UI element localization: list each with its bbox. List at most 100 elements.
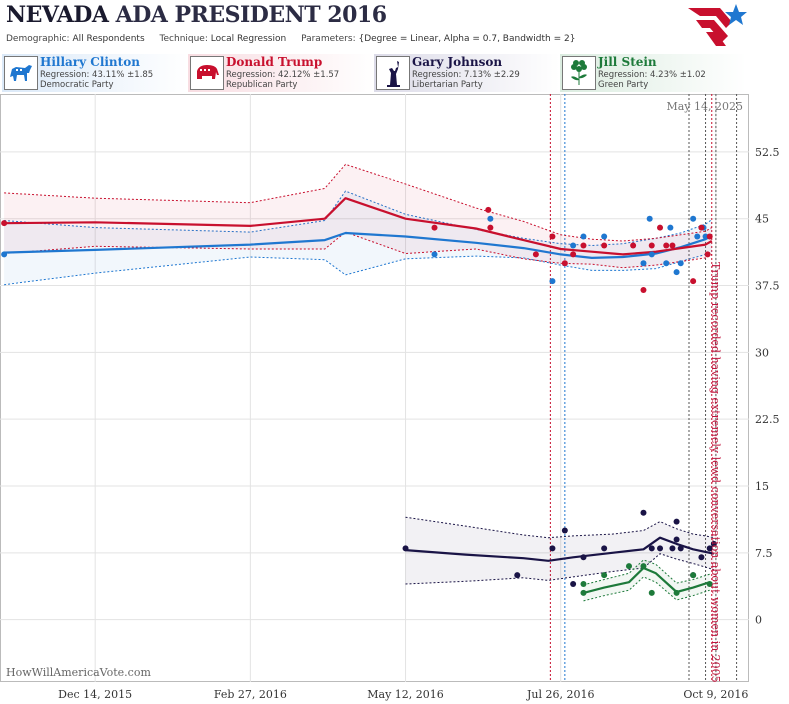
poll-point: [570, 251, 577, 258]
candidate-regression: Regression: 42.12% ±1.57: [226, 70, 340, 80]
parameters-label: Parameters:: [301, 34, 356, 44]
poll-point: [532, 251, 539, 258]
candidate-card-trump: Donald Trump Regression: 42.12% ±1.57 Re…: [188, 54, 374, 92]
poll-point: [580, 554, 587, 561]
poll-point: [487, 224, 494, 231]
candidate-name: Hillary Clinton: [40, 55, 140, 69]
poll-point: [646, 215, 653, 222]
site-logo-icon: [688, 4, 747, 46]
title-rest: ADA PRESIDENT 2016: [115, 2, 387, 28]
poll-point: [673, 269, 680, 276]
candidate-name: Jill Stein: [598, 55, 657, 69]
x-tick-label: Dec 14, 2015: [58, 688, 132, 701]
candidate-card-stein: Jill Stein Regression: 4.23% ±1.02 Green…: [560, 54, 746, 92]
poll-point: [657, 224, 664, 231]
candidate-regression: Regression: 43.11% ±1.85: [40, 70, 154, 80]
x-tick-label: Feb 27, 2016: [214, 688, 287, 701]
poll-point: [601, 572, 608, 579]
poll-point: [580, 581, 587, 587]
candidate-party: Green Party: [598, 80, 649, 90]
poll-point: [706, 581, 713, 587]
poll-point: [1, 251, 8, 258]
parameters-value: {Degree = Linear, Alpha = 0.7, Bandwidth…: [358, 34, 576, 44]
poll-point: [640, 563, 647, 570]
y-tick-label: 0: [755, 614, 762, 627]
elephant-icon: [190, 56, 224, 90]
candidate-card-johnson: Gary Johnson Regression: 7.13% ±2.29 Lib…: [374, 54, 560, 92]
trend-line: [4, 197, 713, 256]
y-tick-label: 37.5: [755, 280, 780, 293]
y-tick-label: 15: [755, 480, 769, 493]
lower-bound-line: [4, 231, 713, 269]
demographic-value: All Respondents: [72, 34, 145, 44]
poll-point: [549, 278, 556, 285]
upper-bound-line: [405, 516, 714, 539]
poll-point: [698, 554, 705, 561]
poll-point: [648, 251, 655, 258]
poll-point: [706, 545, 713, 552]
poll-point: [663, 260, 670, 267]
poll-point: [601, 545, 608, 552]
upper-bound-line: [4, 163, 713, 242]
poll-point: [648, 242, 655, 249]
poll-point: [690, 572, 697, 579]
poll-point: [663, 242, 670, 249]
lower-bound-line: [405, 553, 714, 585]
poll-point: [580, 233, 587, 240]
y-tick-label: 52.5: [755, 146, 780, 159]
trend-line: [405, 536, 715, 562]
poll-point: [648, 589, 655, 596]
y-tick-label: 7.5: [755, 547, 773, 560]
poll-point: [690, 215, 697, 222]
candidate-name: Gary Johnson: [412, 55, 503, 69]
upper-bound-line: [583, 559, 710, 586]
candidate-name: Donald Trump: [226, 55, 323, 69]
statue-of-liberty-icon: [376, 56, 410, 90]
candidate-party: Democratic Party: [40, 80, 114, 90]
poll-point: [640, 260, 647, 267]
poll-point: [570, 581, 577, 587]
demographic-label: Demographic:: [6, 34, 70, 44]
donkey-icon: [4, 56, 38, 90]
poll-point: [601, 242, 608, 249]
upper-bound-line: [4, 190, 713, 247]
poll-point: [648, 545, 655, 552]
poll-point: [673, 518, 680, 525]
candidate-card-clinton: Hillary Clinton Regression: 43.11% ±1.85…: [2, 54, 188, 92]
title-state: NEVADA: [6, 2, 109, 28]
poll-point: [431, 224, 438, 231]
poll-point: [580, 589, 587, 596]
page-title: NEVADA ADA PRESIDENT 2016: [6, 2, 387, 28]
poll-point: [706, 233, 713, 240]
poll-point: [549, 545, 556, 552]
candidate-party: Republican Party: [226, 80, 298, 90]
lower-bound-line: [4, 251, 712, 286]
poll-point: [561, 260, 568, 267]
confidence-band: [405, 517, 714, 584]
poll-point: [669, 242, 676, 249]
event-annotation: Trump recorded having extremely lewd con…: [709, 262, 722, 683]
x-tick-label: May 12, 2016: [367, 688, 444, 701]
poll-point: [580, 242, 587, 249]
x-tick-label: Oct 9, 2016: [683, 688, 748, 701]
poll-point: [431, 251, 438, 258]
poll-point: [677, 260, 684, 267]
candidate-party: Libertarian Party: [412, 80, 483, 90]
poll-point: [667, 224, 674, 231]
poll-point: [549, 233, 556, 240]
poll-point: [485, 206, 492, 213]
poll-point: [570, 242, 577, 249]
watermark: HowWillAmericaVote.com: [6, 666, 151, 679]
poll-point: [601, 233, 608, 240]
candidate-regression: Regression: 4.23% ±1.02: [598, 70, 706, 80]
poll-point: [677, 545, 684, 552]
poll-point: [657, 545, 664, 552]
flower-icon: [562, 56, 596, 90]
poll-point: [669, 545, 676, 552]
poll-point: [402, 545, 409, 552]
lower-bound-line: [583, 576, 710, 602]
poll-point: [702, 233, 709, 240]
poll-point: [487, 215, 494, 222]
poll-point: [694, 233, 701, 240]
poll-point: [561, 527, 568, 534]
